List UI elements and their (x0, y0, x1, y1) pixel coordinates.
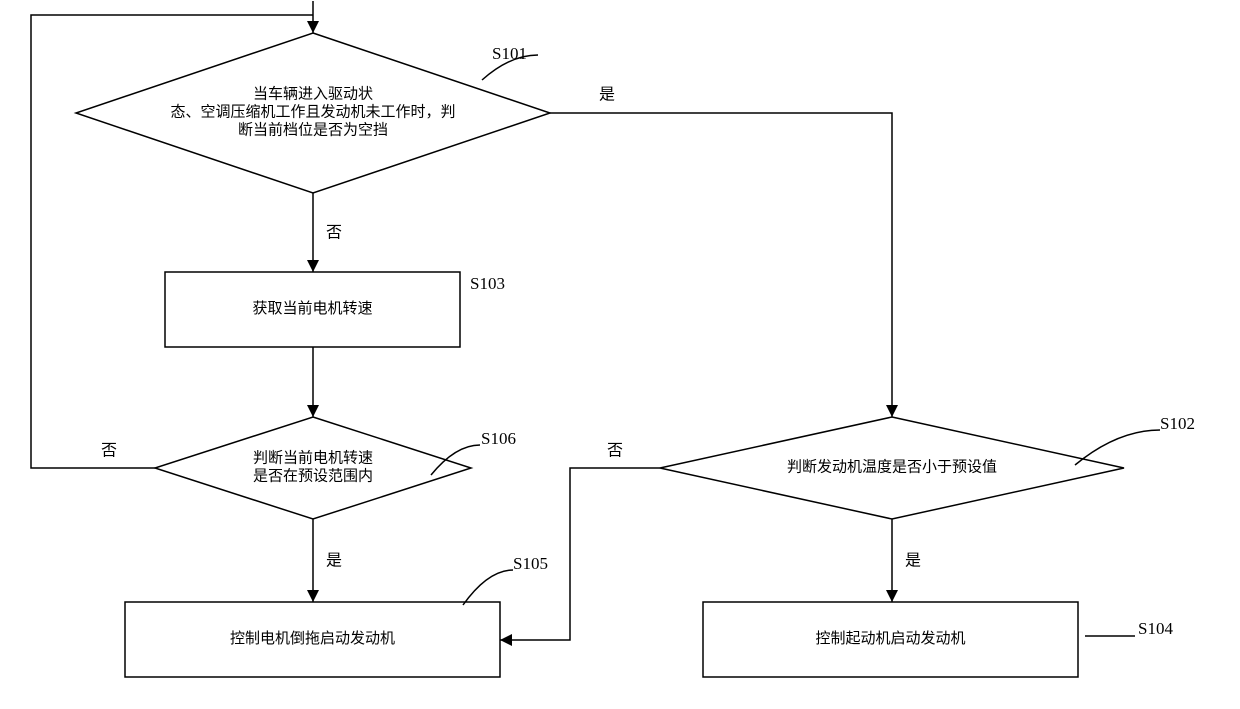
edge-label-s102_no: 否 (607, 443, 623, 460)
step-label-s104: S104 (1138, 619, 1173, 638)
edge-arrow-top_in (307, 21, 319, 33)
node-s104: 控制起动机启动发动机 (703, 602, 1078, 677)
node-s105: 控制电机倒拖启动发动机 (125, 602, 500, 677)
node-text-s103-0: 获取当前电机转速 (252, 300, 372, 317)
node-text-s101-1: 态、空调压缩机工作且发动机未工作时，判 (170, 103, 455, 120)
node-text-s101-2: 断当前档位是否为空挡 (238, 121, 388, 138)
edge-arrow-s101_no (307, 260, 319, 272)
edge-label-s106_yes: 是 (326, 553, 342, 570)
node-s101: 当车辆进入驱动状态、空调压缩机工作且发动机未工作时，判断当前档位是否为空挡 (76, 33, 550, 193)
node-text-s106-0: 判断当前电机转速 (253, 449, 373, 466)
edge-s101_yes (550, 113, 892, 417)
step-label-s101: S101 (492, 44, 527, 63)
step-label-s106: S106 (481, 429, 516, 448)
edge-label-s106_no: 否 (101, 443, 117, 460)
node-text-s101-0: 当车辆进入驱动状 (253, 85, 373, 102)
edge-arrow-s106_yes (307, 590, 319, 602)
node-text-s102-0: 判断发动机温度是否小于预设值 (787, 458, 997, 475)
node-s103: 获取当前电机转速 (165, 272, 460, 347)
step-label-s105: S105 (513, 554, 548, 573)
step-label-s103: S103 (470, 274, 505, 293)
edge-label-s101_yes: 是 (599, 87, 615, 104)
node-text-s105-0: 控制电机倒拖启动发动机 (230, 630, 395, 647)
edge-arrow-s102_no (500, 634, 512, 646)
step-leader-s105 (463, 570, 513, 605)
node-s102: 判断发动机温度是否小于预设值 (660, 417, 1124, 519)
edge-label-s101_no: 否 (326, 225, 342, 242)
edge-arrow-s102_yes (886, 590, 898, 602)
node-s106: 判断当前电机转速是否在预设范围内 (155, 417, 471, 519)
node-text-s104-0: 控制起动机启动发动机 (815, 630, 965, 647)
edge-arrow-s103_to_s106 (307, 405, 319, 417)
edge-label-s102_yes: 是 (905, 553, 921, 570)
edge-arrow-s101_yes (886, 405, 898, 417)
step-label-s102: S102 (1160, 414, 1195, 433)
node-text-s106-1: 是否在预设范围内 (253, 467, 373, 484)
